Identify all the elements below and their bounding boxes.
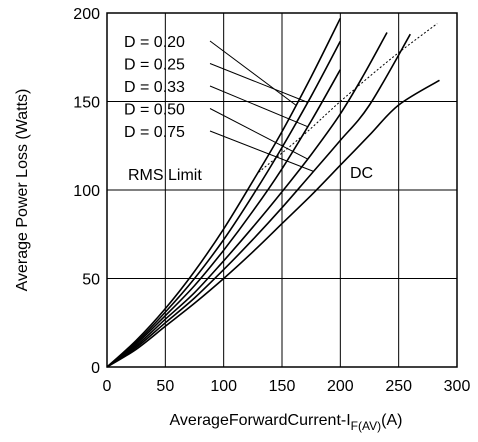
tick-labels: 0 50 100 150 200 250 300 0 50 100 150 200 xyxy=(73,6,470,395)
x-axis-title-main: AverageForwardCurrent-I xyxy=(170,412,351,429)
x-tick-label-300: 300 xyxy=(444,378,471,395)
curves xyxy=(106,17,440,368)
d-leader-3 xyxy=(209,108,308,160)
x-axis-title-sub: F(AV) xyxy=(351,419,381,433)
d-leader-0 xyxy=(209,40,297,106)
d-label-4: D = 0.75 xyxy=(124,124,185,141)
x-tick-label-200: 200 xyxy=(327,378,354,395)
x-tick-label-250: 250 xyxy=(385,378,412,395)
rms-limit-line xyxy=(258,23,438,173)
y-tick-label-0: 0 xyxy=(91,360,100,377)
y-tick-label-50: 50 xyxy=(82,272,100,289)
y-tick-label-100: 100 xyxy=(73,183,100,200)
series-line-d-0-50 xyxy=(106,32,388,368)
d-leader-2 xyxy=(209,85,308,128)
series-line-d-0-20 xyxy=(106,17,342,368)
x-tick-label-150: 150 xyxy=(269,378,296,395)
series-line-d-0-75 xyxy=(106,33,411,368)
d-leader-1 xyxy=(209,63,308,103)
x-axis-title: AverageForwardCurrent-IF(AV)(A) xyxy=(170,412,403,433)
series-line-dc xyxy=(106,79,440,368)
x-tick-label-0: 0 xyxy=(103,378,112,395)
y-axis-title: Average Power Loss (Watts) xyxy=(14,89,31,292)
grid xyxy=(106,12,458,368)
rms-limit-label: RMS Limit xyxy=(128,167,202,184)
d-leader-4 xyxy=(209,130,314,172)
y-tick-label-150: 150 xyxy=(73,95,100,112)
plot-frame xyxy=(106,12,458,368)
d-label-2: D = 0.33 xyxy=(124,79,185,96)
annotation-labels: D = 0.20 D = 0.25 D = 0.33 D = 0.50 D = 0.75… xyxy=(124,34,373,184)
x-tick-label-50: 50 xyxy=(156,378,174,395)
y-tick-label-200: 200 xyxy=(73,6,100,23)
series-line-d-0-25 xyxy=(106,40,342,368)
d-label-3: D = 0.50 xyxy=(124,102,185,119)
dc-label: DC xyxy=(350,165,373,182)
x-tick-label-100: 100 xyxy=(210,378,237,395)
d-label-1: D = 0.25 xyxy=(124,57,185,74)
label-leaders xyxy=(209,40,314,172)
x-axis-title-suffix: (A) xyxy=(381,412,402,429)
d-label-0: D = 0.20 xyxy=(124,34,185,51)
